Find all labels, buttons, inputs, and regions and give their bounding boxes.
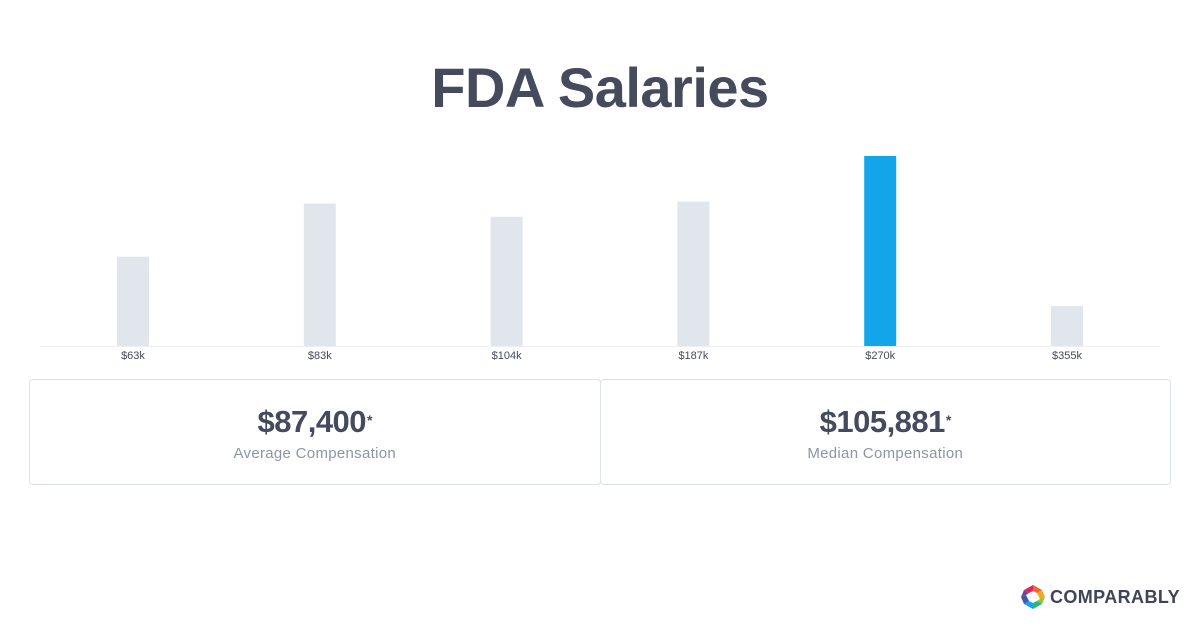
x-tick-label: $270k [865,350,895,362]
average-compensation-card: $87,400* Average Compensation [29,379,601,485]
bar-355k [1051,306,1083,346]
x-tick-label: $104k [492,350,522,362]
bar-63k [117,256,149,346]
x-tick-label: $187k [678,350,708,362]
bar-83k [303,203,336,346]
bar-270k [864,156,897,346]
brand-name: COMPARABLY [1049,586,1180,607]
comparably-logo-icon [1020,585,1045,609]
median-compensation-label: Median Compensation [807,444,964,462]
average-compensation-label: Average Compensation [233,444,396,462]
median-compensation-card: $105,881* Median Compensation [599,379,1171,485]
brand[interactable]: COMPARABLY [1020,584,1180,610]
compensation-stats: $87,400* Average Compensation $105,881* … [29,379,1171,485]
average-compensation-value: $87,400* [257,403,372,439]
footnote-mark: * [367,411,372,428]
x-tick-label: $355k [1052,350,1082,362]
bar-187k [677,201,710,346]
x-tick-label: $63k [121,350,145,362]
x-tick-label: $83k [308,350,332,362]
page-title: FDA Salaries [431,56,769,119]
salary-distribution-chart: $63k $83k $104k $187k $270k $355k [40,156,1160,362]
footnote-mark: * [945,411,951,428]
bar-104k [490,216,523,346]
median-compensation-value: $105,881* [819,403,952,439]
